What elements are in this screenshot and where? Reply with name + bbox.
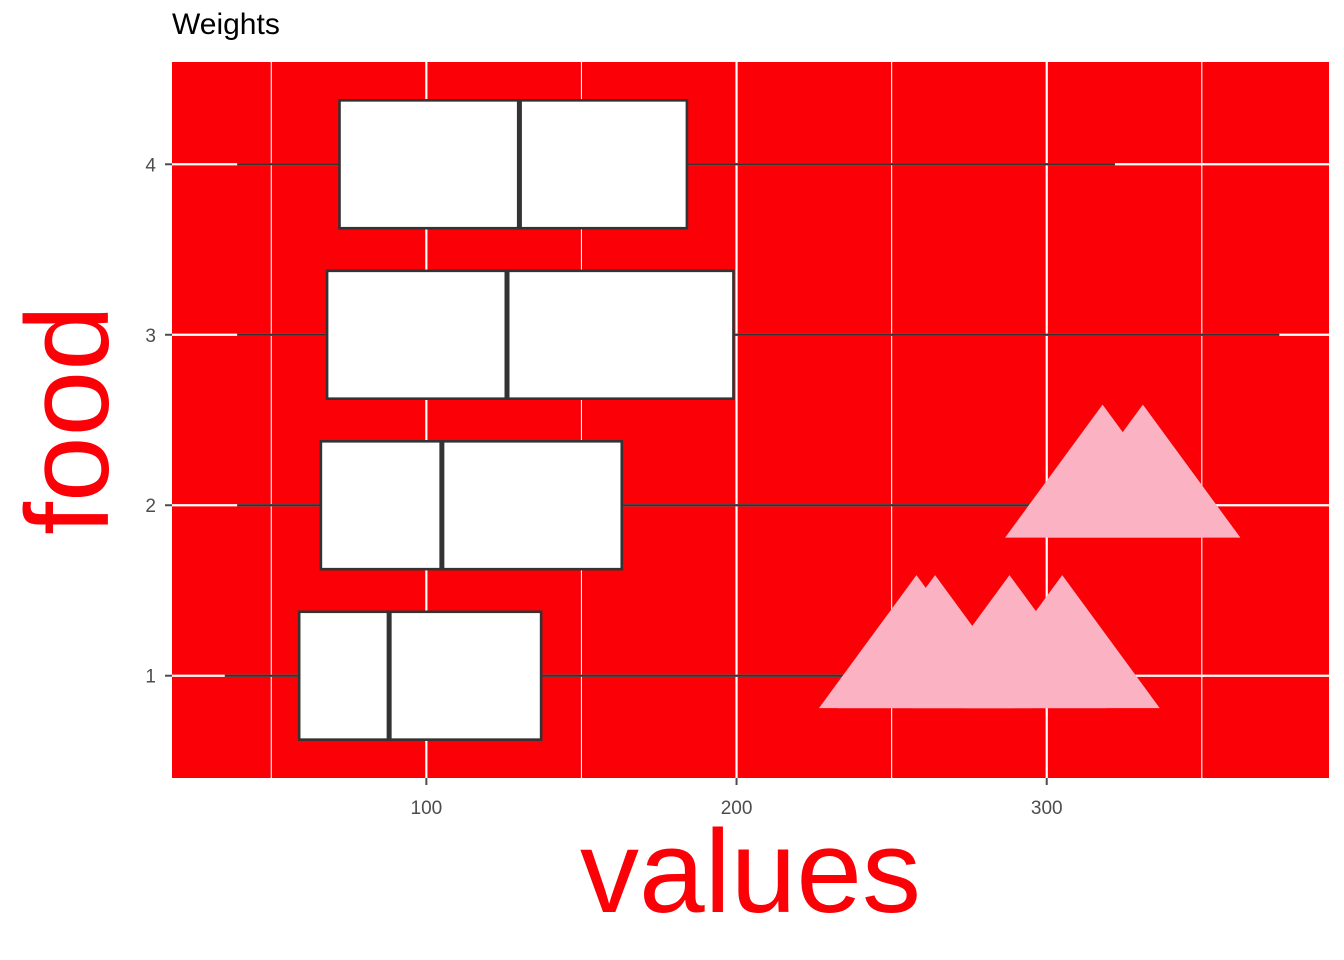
y-axis-ticks: 1 2 3 4 <box>145 155 172 688</box>
chart-title: Weights <box>172 8 280 41</box>
decorations <box>818 404 1241 709</box>
x-tick-label: 100 <box>411 798 443 819</box>
box-iqr <box>338 99 689 230</box>
box-3 <box>237 269 1280 400</box>
y-tick-label: 4 <box>145 155 156 176</box>
triangle-decoration <box>964 575 1160 709</box>
box-4 <box>237 99 1115 230</box>
box-2 <box>237 440 1075 571</box>
y-axis-label: food <box>2 305 134 535</box>
boxplot-series <box>224 99 1280 741</box>
y-tick-label: 1 <box>145 667 156 688</box>
x-axis-label: values <box>580 806 921 938</box>
box-iqr <box>325 269 735 400</box>
box-iqr <box>297 610 543 741</box>
x-tick-label: 200 <box>721 798 753 819</box>
y-tick-label: 3 <box>145 326 156 347</box>
x-tick-label: 300 <box>1031 798 1063 819</box>
x-axis-ticks: 100 200 300 <box>411 778 1063 819</box>
box-1 <box>224 610 892 741</box>
y-tick-label: 2 <box>145 496 156 517</box>
box-iqr <box>319 440 624 571</box>
triangle-decoration <box>1045 404 1241 538</box>
